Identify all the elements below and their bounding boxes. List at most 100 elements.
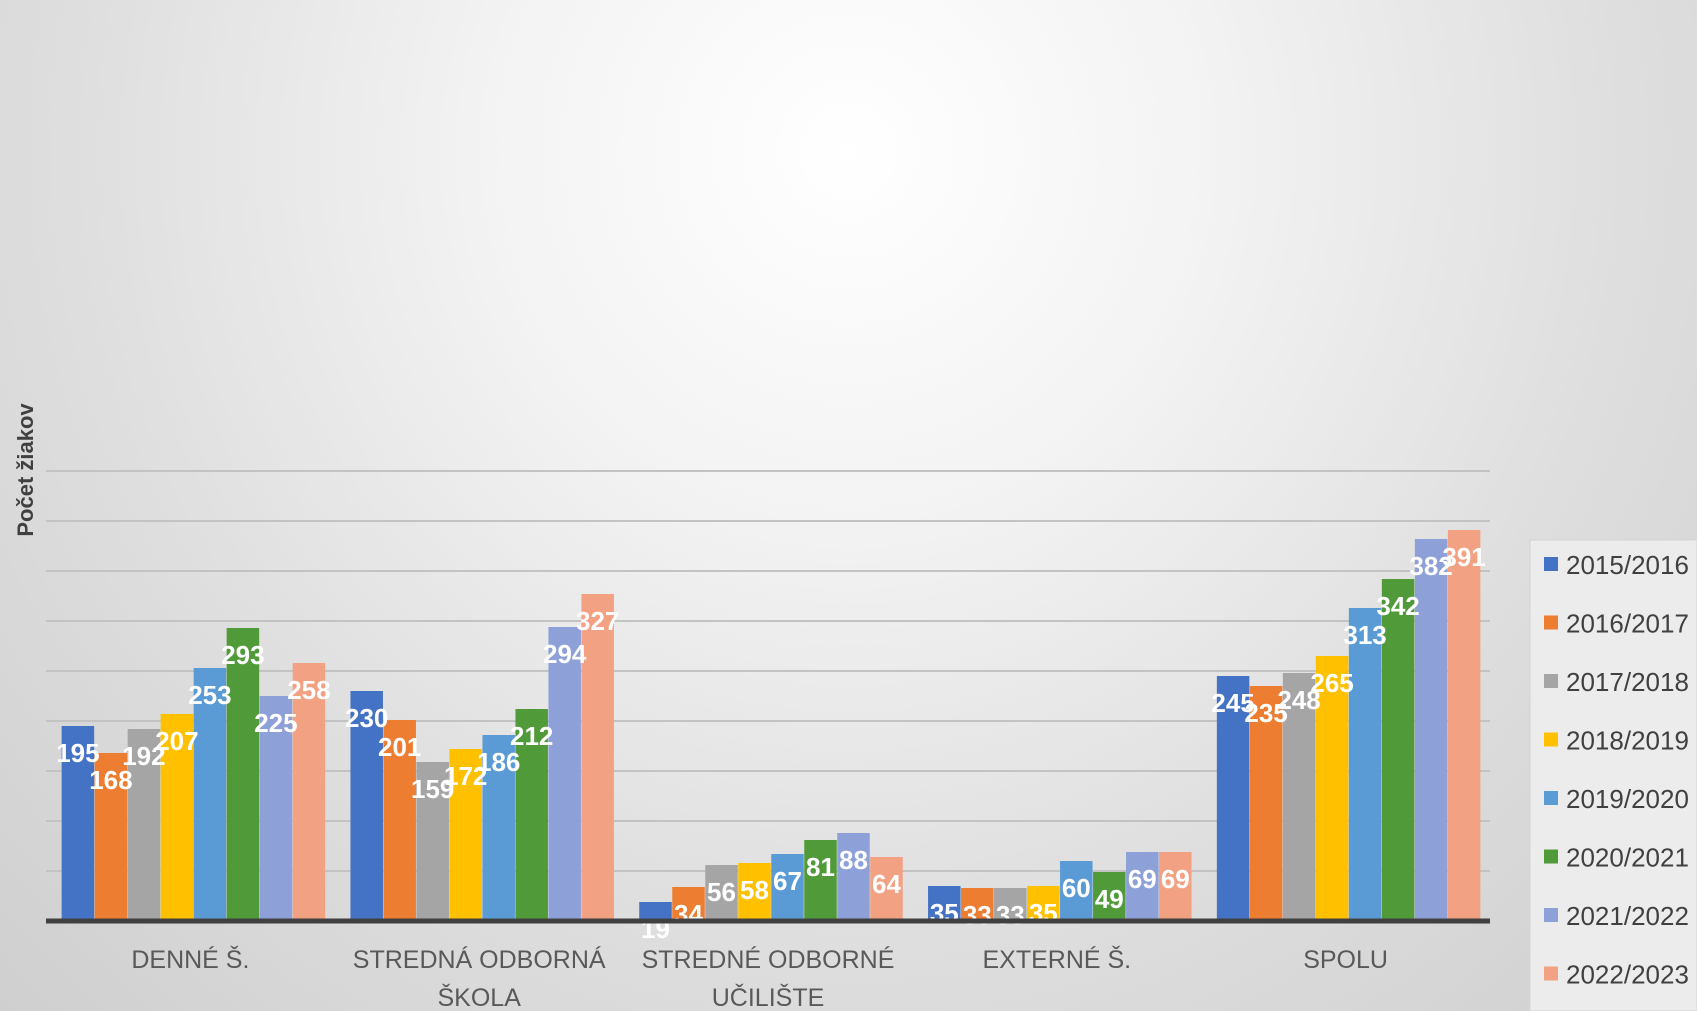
data-label: 225: [254, 708, 297, 738]
x-tick-label: DENNÉ Š.: [131, 945, 249, 974]
legend-swatch: [1544, 674, 1558, 688]
legend-entry: 2015/2016: [1566, 550, 1689, 580]
legend-entry: 2016/2017: [1566, 609, 1689, 639]
legend-swatch: [1544, 791, 1558, 805]
data-label: 192: [122, 741, 165, 771]
data-label: 245: [1211, 688, 1254, 718]
data-label: 88: [839, 845, 868, 875]
bar: [383, 720, 416, 921]
bar: [160, 714, 194, 921]
bar: [1381, 579, 1415, 921]
bar: [928, 886, 961, 921]
bar: [482, 735, 515, 921]
data-label: 33: [963, 900, 992, 930]
bar: [1249, 686, 1283, 921]
bar: [771, 854, 804, 921]
bar: [1447, 530, 1481, 921]
data-label: 207: [155, 726, 198, 756]
data-label: 391: [1442, 542, 1485, 572]
legend-swatch: [1544, 908, 1558, 922]
bar: [1348, 608, 1382, 921]
data-label: 60: [1062, 873, 1091, 903]
data-label: 201: [378, 732, 421, 762]
bar: [1126, 852, 1159, 921]
data-label: 327: [576, 606, 619, 636]
bar: [804, 840, 837, 921]
bar: [350, 691, 383, 921]
bar: [127, 729, 161, 921]
bar: [259, 696, 293, 921]
data-label: 67: [773, 866, 802, 896]
data-label: 382: [1409, 551, 1452, 581]
data-label: 64: [872, 869, 901, 899]
legend-entry: 2017/2018: [1566, 667, 1689, 697]
bar: [961, 888, 994, 921]
bar: [1315, 656, 1349, 921]
x-tick-label: STREDNÁ ODBORNÁ: [353, 945, 606, 974]
bar: [1282, 673, 1316, 921]
bar: [416, 762, 449, 921]
data-label: 186: [477, 747, 520, 777]
bar: [61, 726, 95, 921]
data-label: 172: [444, 761, 487, 791]
bar: [870, 857, 903, 921]
bar: [1414, 539, 1448, 921]
legend-swatch: [1544, 849, 1558, 864]
data-label: 230: [345, 703, 388, 733]
data-label: 168: [89, 765, 132, 795]
bar: [672, 887, 705, 921]
bar: [1159, 852, 1192, 921]
bar: [581, 594, 614, 921]
x-tick-label: UČILIŠTE: [712, 983, 825, 1011]
bar: [193, 668, 227, 921]
data-label: 212: [510, 721, 553, 751]
legend-swatch: [1544, 557, 1558, 571]
data-label: 313: [1343, 620, 1386, 650]
bar: [738, 863, 771, 921]
data-label: 69: [1161, 864, 1190, 894]
legend-entry: 2021/2022: [1566, 901, 1689, 931]
data-label: 342: [1376, 591, 1419, 621]
data-label: 81: [806, 852, 835, 882]
y-axis-label: Počet žiakov: [13, 403, 38, 537]
legend-entry: 2019/2020: [1566, 784, 1689, 814]
data-label: 56: [707, 877, 736, 907]
data-label: 248: [1277, 685, 1320, 715]
bar: [1027, 886, 1060, 921]
bar: [548, 627, 581, 921]
bar: [449, 749, 482, 921]
bar: [1093, 872, 1126, 921]
bar: [639, 902, 672, 921]
x-tick-label: STREDNÉ ODBORNÉ: [642, 945, 895, 974]
legend-entry: 2018/2019: [1566, 726, 1689, 756]
legend-swatch: [1544, 732, 1558, 747]
data-label: 258: [287, 675, 330, 705]
data-label: 235: [1244, 698, 1287, 728]
data-label: 69: [1128, 864, 1157, 894]
data-label: 33: [996, 900, 1025, 930]
bar: [994, 888, 1027, 921]
legend-entry: 2022/2023: [1566, 960, 1689, 990]
data-label: 34: [674, 899, 703, 929]
data-label: 159: [411, 774, 454, 804]
data-label: 253: [188, 680, 231, 710]
data-label: 58: [740, 875, 769, 905]
bar: [705, 865, 738, 921]
data-label: 293: [221, 640, 264, 670]
bar: [515, 709, 548, 921]
legend-entry: 2020/2021: [1566, 843, 1689, 873]
data-label: 265: [1310, 668, 1353, 698]
bar: [1060, 861, 1093, 921]
bar: [292, 663, 326, 921]
bar: [1216, 676, 1250, 921]
bar: [94, 753, 128, 921]
x-tick-label: SPOLU: [1303, 946, 1388, 974]
legend-swatch: [1544, 966, 1558, 981]
data-label: 49: [1095, 884, 1124, 914]
bar: [226, 628, 260, 921]
bar: [837, 833, 870, 921]
x-tick-label: ŠKOLA: [438, 983, 522, 1011]
legend-swatch: [1544, 615, 1558, 630]
